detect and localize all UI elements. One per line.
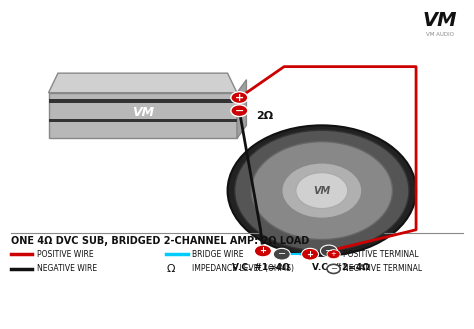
Text: VM: VM xyxy=(313,186,330,196)
Polygon shape xyxy=(237,80,246,139)
Circle shape xyxy=(301,248,319,260)
Text: +: + xyxy=(331,251,337,257)
Text: +: + xyxy=(235,93,244,103)
Text: 2Ω: 2Ω xyxy=(256,111,273,120)
Circle shape xyxy=(282,163,362,218)
Text: VM AUDIO: VM AUDIO xyxy=(426,32,454,37)
Text: POSITIVE WIRE: POSITIVE WIRE xyxy=(36,250,93,259)
Circle shape xyxy=(296,173,348,209)
Circle shape xyxy=(231,92,248,104)
Text: +: + xyxy=(307,250,313,259)
Polygon shape xyxy=(48,93,237,139)
Text: NEGATIVE TERMINAL: NEGATIVE TERMINAL xyxy=(343,265,422,273)
Text: −: − xyxy=(330,265,337,273)
Text: −: − xyxy=(278,249,286,259)
Text: BRIDGE WIRE: BRIDGE WIRE xyxy=(192,250,244,259)
Polygon shape xyxy=(48,119,237,122)
Circle shape xyxy=(228,125,416,256)
Polygon shape xyxy=(48,99,237,103)
Text: V.C. #2=4Ω: V.C. #2=4Ω xyxy=(312,263,370,272)
Circle shape xyxy=(327,250,340,259)
Circle shape xyxy=(320,245,337,257)
Polygon shape xyxy=(48,73,237,93)
Circle shape xyxy=(235,130,409,251)
Text: V.C. #1=4Ω: V.C. #1=4Ω xyxy=(232,263,290,272)
Text: −: − xyxy=(325,246,333,256)
Circle shape xyxy=(255,245,272,257)
Text: ONE 4Ω DVC SUB, BRIDGED 2-CHANNEL AMP: 2Ω LOAD: ONE 4Ω DVC SUB, BRIDGED 2-CHANNEL AMP: 2… xyxy=(11,236,309,246)
Circle shape xyxy=(251,142,392,240)
Text: VM: VM xyxy=(132,106,154,119)
Text: VM: VM xyxy=(422,12,457,31)
Text: POSITIVE TERMINAL: POSITIVE TERMINAL xyxy=(343,250,419,259)
Text: −: − xyxy=(235,106,244,116)
Text: +: + xyxy=(259,246,266,255)
Circle shape xyxy=(273,248,290,260)
Text: Ω: Ω xyxy=(167,264,175,274)
Circle shape xyxy=(327,264,340,273)
Circle shape xyxy=(231,105,248,116)
Text: NEGATIVE WIRE: NEGATIVE WIRE xyxy=(36,265,97,273)
Text: IMPEDANCE LEVEL (OHMS): IMPEDANCE LEVEL (OHMS) xyxy=(192,265,294,273)
